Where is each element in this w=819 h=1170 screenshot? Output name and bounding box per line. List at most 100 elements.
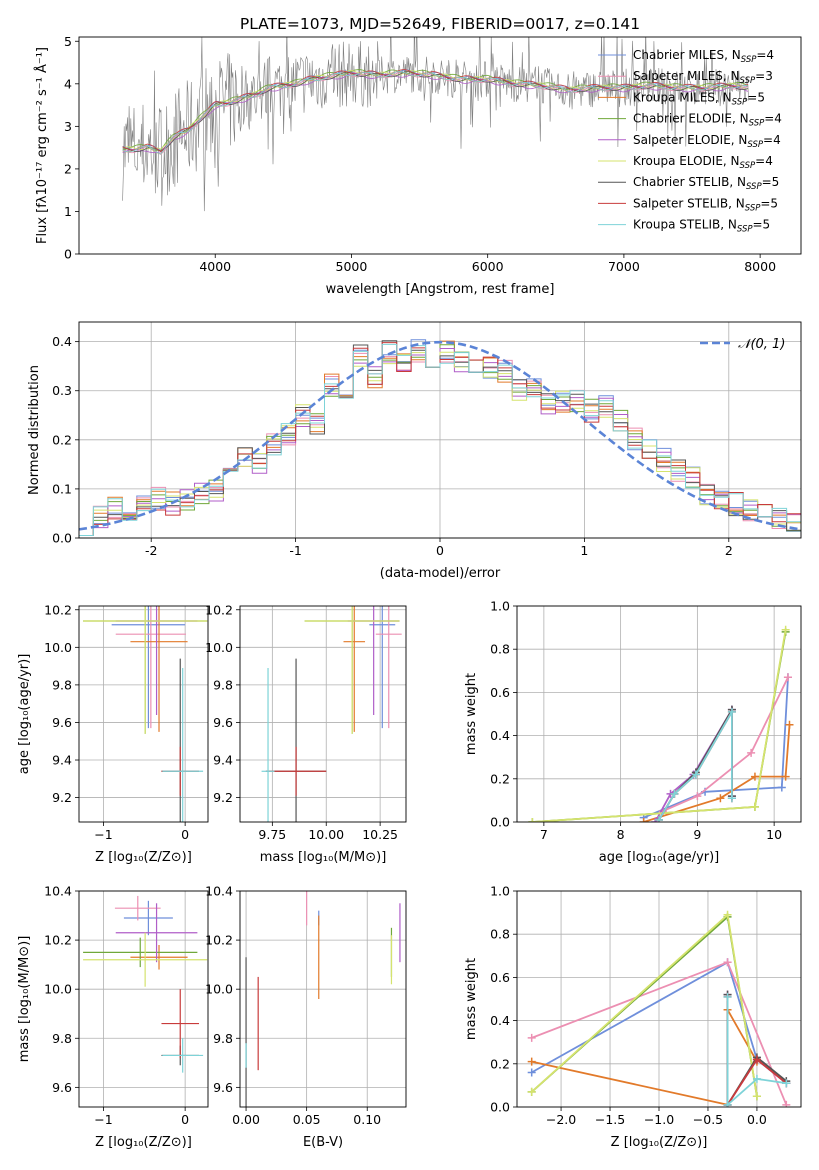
axes-frame <box>78 36 802 255</box>
spectrum-legend: Chabrier MILES, NSSP=4 Salpeter MILES, NS… <box>598 48 782 235</box>
legend-entry: Chabrier ELODIE, NSSP=4 <box>633 112 782 129</box>
y-tick-label: 0.3 <box>52 383 72 398</box>
massweight_vs_age-plot-area <box>528 625 794 822</box>
y-tick-label: 9.8 <box>52 1031 72 1046</box>
y-tick-label: 0.0 <box>490 815 510 830</box>
y-tick-label: 9.6 <box>213 1080 233 1095</box>
y-tick-label: 0 <box>64 247 72 262</box>
mass-weight-marker <box>752 1074 761 1083</box>
legend-entry: Chabrier MILES, NSSP=4 <box>633 48 774 65</box>
y-tick-label: 0.0 <box>52 531 72 546</box>
y-tick-label: 9.8 <box>213 1031 233 1046</box>
y-tick-label: 10.2 <box>205 933 233 948</box>
mass-weight-line <box>532 629 787 822</box>
x-tick-label: −1.5 <box>595 1112 625 1127</box>
legend-entry: Salpeter MILES, NSSP=3 <box>633 69 773 86</box>
x-axis-label: Z [log₁₀(Z/Z⊙)] <box>611 1135 708 1150</box>
age_vs_Z-plot-area <box>83 606 208 822</box>
y-tick-label: 0.1 <box>52 481 72 496</box>
mass-weight-marker <box>750 772 759 781</box>
x-tick-label: 9.75 <box>258 827 286 842</box>
y-axis-label: Normed distribution <box>27 365 42 495</box>
x-tick-label: 0 <box>181 827 189 842</box>
x-tick-label: 9 <box>693 827 701 842</box>
mass-weight-marker <box>752 1092 761 1101</box>
mass-weight-line <box>658 706 733 821</box>
y-tick-label: 10.2 <box>205 602 233 617</box>
mass-weight-marker <box>716 794 725 803</box>
x-tick-label: −1 <box>94 1112 112 1127</box>
axes-frame <box>516 605 802 823</box>
y-tick-label: 9.4 <box>52 753 72 768</box>
x-tick-label: 0.0 <box>747 1112 767 1127</box>
mass-weight-marker <box>782 1100 791 1107</box>
mass-weight-marker <box>747 748 756 757</box>
y-tick-label: 10.0 <box>44 640 72 655</box>
x-tick-label: 10.00 <box>308 827 344 842</box>
x-tick-label: 8000 <box>744 259 776 274</box>
mass-weight-marker <box>655 815 663 822</box>
y-tick-label: 0.8 <box>490 927 510 942</box>
y-tick-label: 3 <box>64 119 72 134</box>
massweight_vs_Z-plot-area <box>527 910 791 1107</box>
y-tick-label: 10.4 <box>44 884 72 899</box>
legend-entry: Kroupa STELIB, NSSP=5 <box>633 218 770 235</box>
legend-entry: Kroupa ELODIE, NSSP=4 <box>633 154 773 171</box>
mass-weight-marker <box>727 794 736 803</box>
mass-weight-marker <box>750 802 759 811</box>
axes-frame <box>78 890 209 1108</box>
y-tick-label: 1.0 <box>490 599 510 614</box>
massweight_vs_age-panel: 7 8 9 10 0.0 0.2 0.4 0.6 0.8 1.0 age [log₁₀(age/yr… <box>464 599 802 865</box>
y-tick-label: 0.4 <box>490 1013 510 1028</box>
y-tick-label: 9.8 <box>213 677 233 692</box>
age_vs_mass-plot-area <box>261 606 402 822</box>
y-axis-label: mass [log₁₀(M/M⊙)] <box>17 936 32 1063</box>
x-axis-label: mass [log₁₀(M/M⊙)] <box>260 850 387 865</box>
mass-weight-marker <box>723 1100 732 1107</box>
y-axis-label: Flux [fλ10⁻¹⁷ erg cm⁻² s⁻¹ Å⁻¹] <box>34 47 50 244</box>
residuals-plot-area <box>79 339 801 538</box>
mass-weight-marker <box>723 992 732 1001</box>
y-tick-label: 0.4 <box>490 728 510 743</box>
x-tick-label: −1.0 <box>644 1112 674 1127</box>
figure-title: PLATE=1073, MJD=52649, FIBERID=0017, z=0… <box>240 15 640 33</box>
y-tick-label: 9.4 <box>213 753 233 768</box>
y-tick-label: 5 <box>64 34 72 49</box>
x-tick-label: 5000 <box>336 259 368 274</box>
legend-entry: Chabrier STELIB, NSSP=5 <box>633 175 779 192</box>
x-tick-label: 6000 <box>472 259 504 274</box>
x-tick-label: 10.25 <box>362 827 398 842</box>
x-tick-label: 1 <box>580 543 588 558</box>
mass-weight-marker <box>752 1055 761 1064</box>
residual-histogram <box>79 343 801 538</box>
legend-entry: Kroupa MILES, NSSP=5 <box>633 90 765 107</box>
y-tick-label: 10.2 <box>44 602 72 617</box>
spectrum-panel: 4000 5000 6000 7000 8000 0 1 2 3 4 5 wavelength [An… <box>34 34 802 297</box>
y-tick-label: 0.2 <box>490 1056 510 1071</box>
x-tick-label: 0.10 <box>353 1112 381 1127</box>
mass-weight-marker <box>781 772 790 781</box>
mass-weight-line <box>532 631 787 822</box>
mass-weight-marker <box>723 958 732 967</box>
x-axis-label: age [log₁₀(age/yr)] <box>599 850 720 865</box>
mass-weight-marker <box>727 707 736 716</box>
mass-weight-line <box>662 676 789 813</box>
x-tick-label: −2.0 <box>546 1112 576 1127</box>
mass-weight-line <box>726 996 787 1107</box>
x-axis-label: (data-model)/error <box>380 566 501 581</box>
y-tick-label: 0.4 <box>52 334 72 349</box>
y-axis-label: mass weight <box>464 958 479 1040</box>
mass-weight-marker <box>723 910 732 919</box>
y-axis-label: mass weight <box>464 673 479 755</box>
x-tick-label: 10 <box>766 827 782 842</box>
x-axis-label: E(B-V) <box>303 1135 343 1150</box>
x-tick-label: 0.05 <box>293 1112 321 1127</box>
legend-entry: Salpeter ELODIE, NSSP=4 <box>633 133 781 150</box>
y-tick-label: 1 <box>64 204 72 219</box>
mass-weight-marker <box>527 1068 536 1077</box>
y-tick-label: 9.8 <box>52 677 72 692</box>
mass-weight-marker <box>777 783 786 792</box>
y-tick-label: 4 <box>64 76 72 91</box>
observed-spectrum-line <box>122 37 749 212</box>
y-axis-label: age [log₁₀(age/yr)] <box>17 654 32 775</box>
